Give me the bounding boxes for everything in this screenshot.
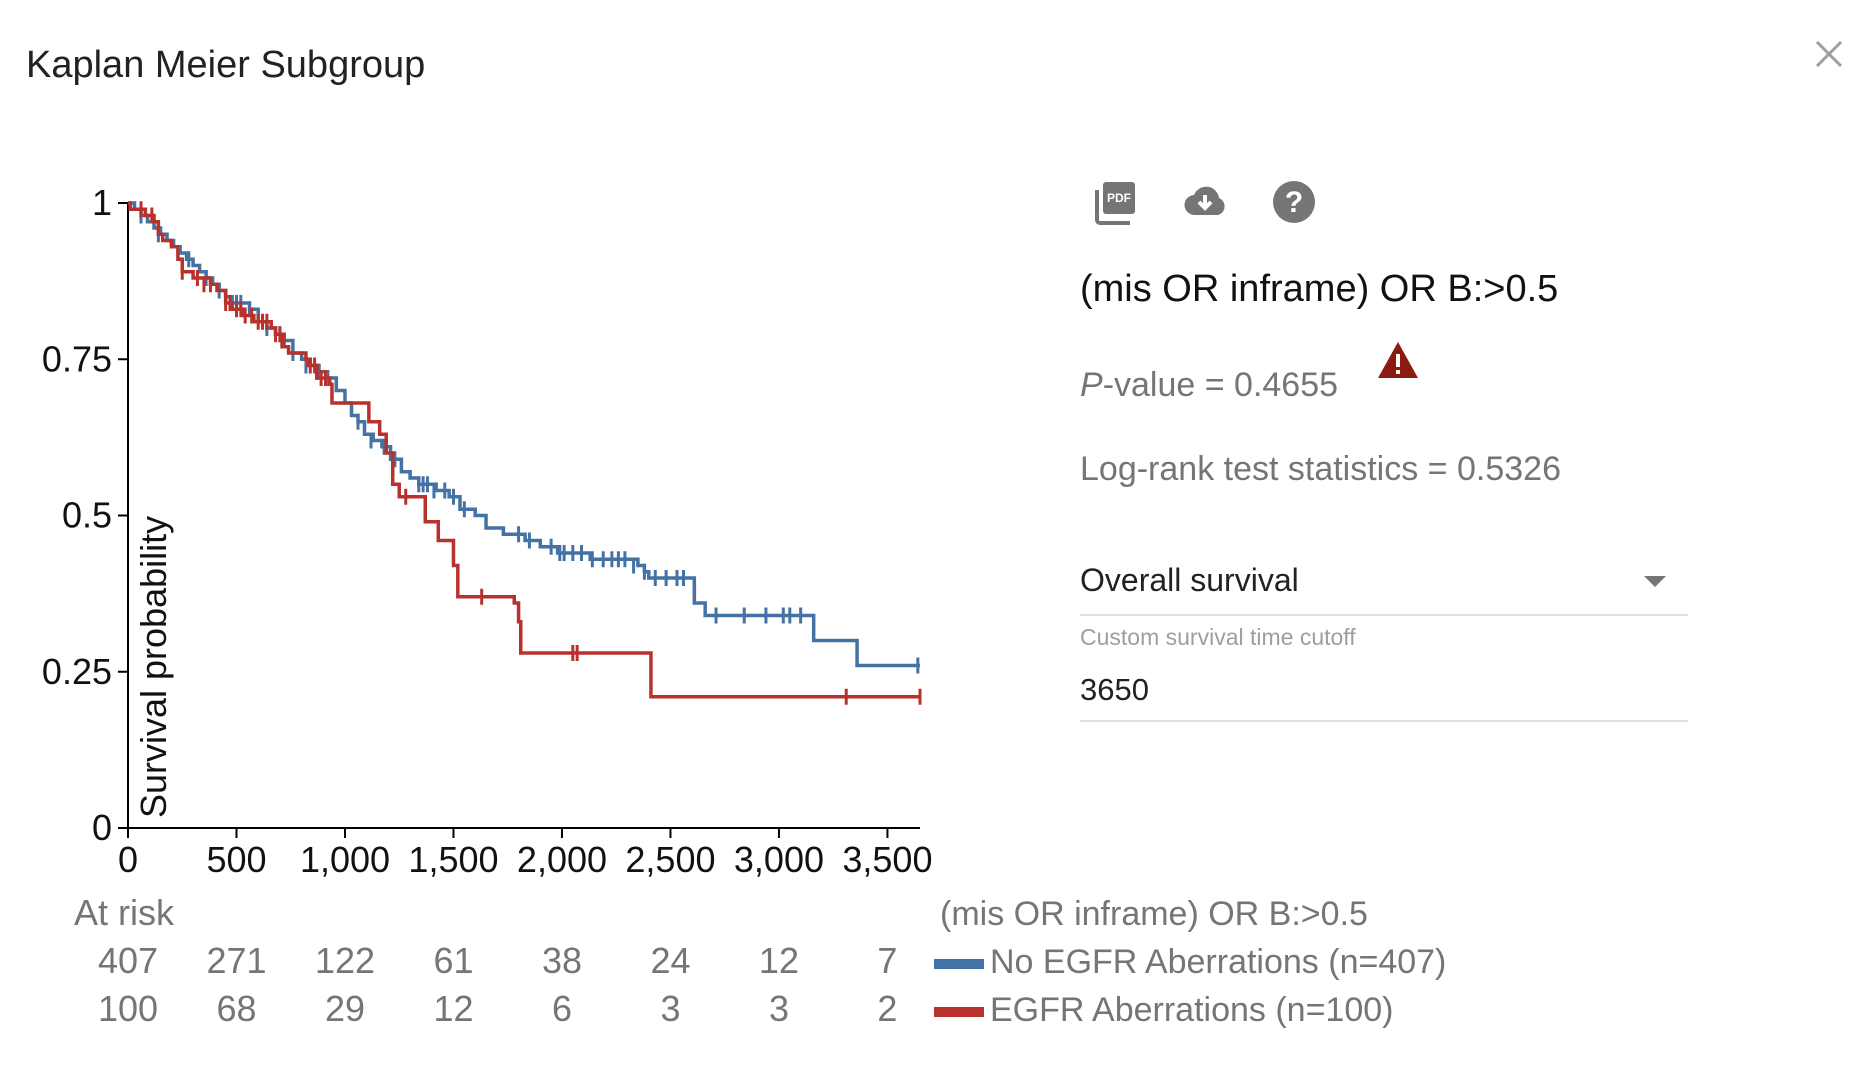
y-tick-label: 0.75 xyxy=(42,338,112,379)
cutoff-label: Custom survival time cutoff xyxy=(1080,624,1356,650)
pdf-icon[interactable]: PDF xyxy=(1093,178,1141,226)
at-risk-cell: 29 xyxy=(325,988,365,1029)
at-risk-cell: 3 xyxy=(660,988,680,1029)
at-risk-cell: 38 xyxy=(542,940,582,981)
y-tick-label: 1 xyxy=(92,182,112,223)
at-risk-cell: 6 xyxy=(552,988,572,1029)
at-risk-cell: 24 xyxy=(650,940,690,981)
svg-text:?: ? xyxy=(1285,186,1303,219)
series-1 xyxy=(128,201,920,674)
x-tick-label: 3,500 xyxy=(842,839,932,880)
cloud-download-icon[interactable] xyxy=(1181,178,1229,226)
y-axis-label: Survival probability xyxy=(133,516,174,818)
logrank-statistic: Log-rank test statistics = 0.5326 xyxy=(1080,450,1561,488)
survival-type-select[interactable]: Overall survival xyxy=(1080,556,1688,616)
at-risk-cell: 3 xyxy=(769,988,789,1029)
at-risk-cell: 407 xyxy=(98,940,158,981)
at-risk-cell: 271 xyxy=(206,940,266,981)
dialog-title: Kaplan Meier Subgroup xyxy=(26,44,426,86)
x-tick-label: 1,000 xyxy=(300,839,390,880)
x-tick-label: 1,500 xyxy=(408,839,498,880)
x-tick-label: 500 xyxy=(206,839,266,880)
at-risk-cell: 68 xyxy=(216,988,256,1029)
at-risk-label: At risk xyxy=(74,892,175,933)
p-value-text: -value = 0.4655 xyxy=(1102,366,1339,404)
legend-title: (mis OR inframe) OR B:>0.5 xyxy=(940,895,1368,933)
y-tick-label: 0.25 xyxy=(42,651,112,692)
chevron-down-icon xyxy=(1644,576,1666,587)
cutoff-input[interactable] xyxy=(1080,660,1688,722)
x-tick-label: 2,500 xyxy=(625,839,715,880)
at-risk-cell: 12 xyxy=(433,988,473,1029)
y-tick-label: 0 xyxy=(92,807,112,848)
x-tick-label: 0 xyxy=(118,839,138,880)
p-value-italic: P xyxy=(1080,366,1103,404)
legend-swatch xyxy=(934,959,984,969)
legend-entry: EGFR Aberrations (n=100) xyxy=(990,991,1393,1029)
close-icon[interactable] xyxy=(1807,32,1851,76)
x-tick-label: 3,000 xyxy=(734,839,824,880)
at-risk-cell: 100 xyxy=(98,988,158,1029)
warning-icon xyxy=(1378,342,1418,378)
at-risk-cell: 12 xyxy=(759,940,799,981)
survival-curve xyxy=(128,201,920,668)
x-tick-label: 2,000 xyxy=(517,839,607,880)
legend-swatch xyxy=(934,1007,984,1017)
svg-text:PDF: PDF xyxy=(1107,191,1131,205)
at-risk-cell: 7 xyxy=(877,940,897,981)
y-tick-label: 0.5 xyxy=(62,495,112,536)
p-value: P-value = 0.4655 xyxy=(1080,366,1338,405)
series-2 xyxy=(128,201,922,705)
legend-entry: No EGFR Aberrations (n=407) xyxy=(990,943,1446,981)
at-risk-cell: 61 xyxy=(433,940,473,981)
subgroup-title: (mis OR inframe) OR B:>0.5 xyxy=(1080,268,1559,310)
at-risk-cell: 2 xyxy=(877,988,897,1029)
help-icon[interactable]: ? xyxy=(1270,178,1318,226)
at-risk-cell: 122 xyxy=(315,940,375,981)
survival-curve xyxy=(128,201,920,699)
survival-type-value: Overall survival xyxy=(1080,562,1299,598)
